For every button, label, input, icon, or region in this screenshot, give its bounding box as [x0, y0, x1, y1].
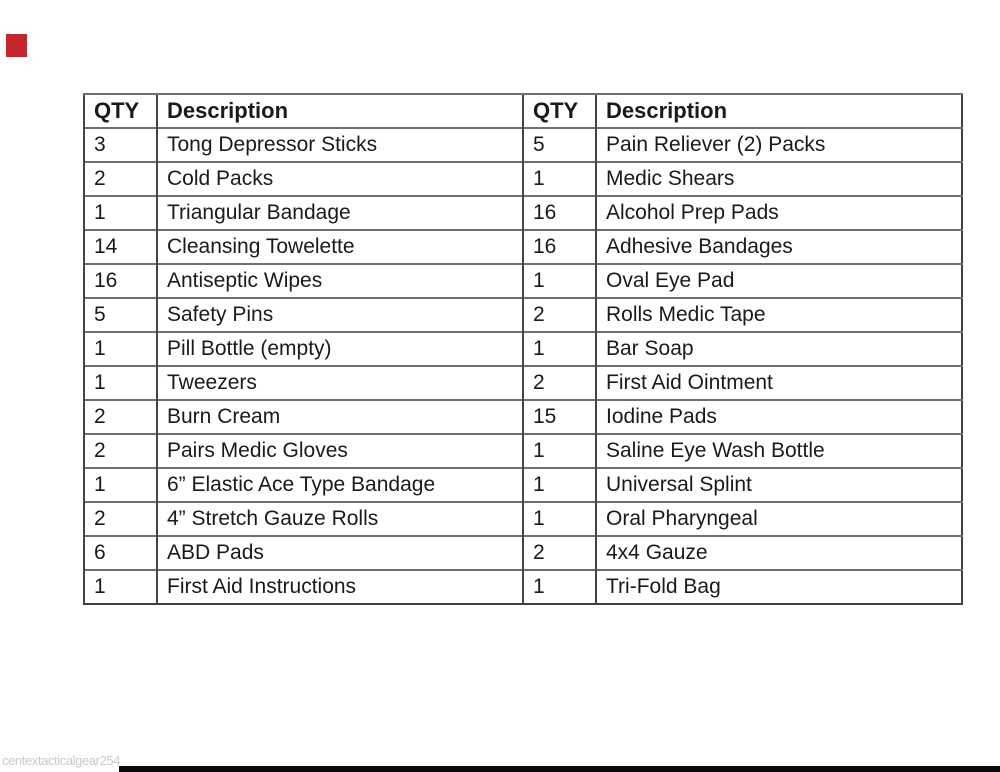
- description-cell-left: Safety Pins: [156, 297, 523, 332]
- description-header-right: Description: [595, 93, 962, 128]
- qty-cell-right: 16: [522, 195, 596, 230]
- description-cell-left: Tweezers: [156, 365, 523, 400]
- description-cell-right: Pain Reliever (2) Packs: [595, 127, 962, 162]
- table-row: 5 Safety Pins 2 Rolls Medic Tape: [83, 297, 962, 332]
- qty-cell-left: 2: [83, 501, 157, 536]
- qty-cell-left: 2: [83, 399, 157, 434]
- qty-cell-left: 14: [83, 229, 157, 264]
- table-row: 2 Burn Cream 15 Iodine Pads: [83, 399, 962, 434]
- qty-cell-right: 2: [522, 535, 596, 570]
- table-row: 1 Tweezers 2 First Aid Ointment: [83, 365, 962, 400]
- description-cell-right: Medic Shears: [595, 161, 962, 196]
- table-row: 1 Pill Bottle (empty) 1 Bar Soap: [83, 331, 962, 366]
- description-cell-right: 4x4 Gauze: [595, 535, 962, 570]
- qty-cell-right: 16: [522, 229, 596, 264]
- qty-cell-right: 1: [522, 263, 596, 298]
- first-aid-contents-table: QTY Description QTY Description 3 Tong D…: [83, 93, 963, 605]
- qty-cell-right: 2: [522, 365, 596, 400]
- table-row: 1 Triangular Bandage 16 Alcohol Prep Pad…: [83, 195, 962, 230]
- qty-cell-left: 6: [83, 535, 157, 570]
- description-cell-right: Oval Eye Pad: [595, 263, 962, 298]
- description-cell-right: Tri-Fold Bag: [595, 569, 962, 604]
- description-cell-right: First Aid Ointment: [595, 365, 962, 400]
- qty-cell-left: 5: [83, 297, 157, 332]
- table-row: 2 Pairs Medic Gloves 1 Saline Eye Wash B…: [83, 433, 962, 468]
- table-row: 14 Cleansing Towelette 16 Adhesive Banda…: [83, 229, 962, 264]
- qty-cell-right: 1: [522, 331, 596, 366]
- qty-cell-right: 1: [522, 433, 596, 468]
- description-cell-left: Pill Bottle (empty): [156, 331, 523, 366]
- table-row: 3 Tong Depressor Sticks 5 Pain Reliever …: [83, 127, 962, 162]
- description-cell-right: Alcohol Prep Pads: [595, 195, 962, 230]
- qty-header-right: QTY: [522, 93, 596, 128]
- table-row: 6 ABD Pads 2 4x4 Gauze: [83, 535, 962, 570]
- table-row: 2 4” Stretch Gauze Rolls 1 Oral Pharynge…: [83, 501, 962, 536]
- qty-cell-left: 2: [83, 433, 157, 468]
- description-cell-right: Saline Eye Wash Bottle: [595, 433, 962, 468]
- description-cell-right: Adhesive Bandages: [595, 229, 962, 264]
- bottom-black-bar: [119, 766, 1000, 772]
- description-cell-left: Tong Depressor Sticks: [156, 127, 523, 162]
- table-body: 3 Tong Depressor Sticks 5 Pain Reliever …: [83, 127, 962, 604]
- qty-cell-right: 1: [522, 467, 596, 502]
- qty-cell-left: 1: [83, 331, 157, 366]
- description-cell-left: Antiseptic Wipes: [156, 263, 523, 298]
- description-cell-left: Burn Cream: [156, 399, 523, 434]
- qty-cell-right: 15: [522, 399, 596, 434]
- table-row: 1 First Aid Instructions 1 Tri-Fold Bag: [83, 569, 962, 604]
- qty-cell-left: 1: [83, 569, 157, 604]
- description-cell-left: Pairs Medic Gloves: [156, 433, 523, 468]
- table-row: 2 Cold Packs 1 Medic Shears: [83, 161, 962, 196]
- qty-cell-left: 2: [83, 161, 157, 196]
- qty-cell-left: 1: [83, 195, 157, 230]
- qty-cell-right: 1: [522, 161, 596, 196]
- qty-cell-right: 5: [522, 127, 596, 162]
- qty-cell-left: 16: [83, 263, 157, 298]
- description-cell-right: Oral Pharyngeal: [595, 501, 962, 536]
- qty-cell-left: 1: [83, 467, 157, 502]
- header-row: QTY Description QTY Description: [83, 93, 962, 128]
- qty-cell-right: 1: [522, 569, 596, 604]
- description-cell-left: 4” Stretch Gauze Rolls: [156, 501, 523, 536]
- qty-cell-left: 1: [83, 365, 157, 400]
- description-cell-left: ABD Pads: [156, 535, 523, 570]
- red-square-mark: [6, 34, 27, 57]
- description-cell-right: Rolls Medic Tape: [595, 297, 962, 332]
- description-cell-right: Iodine Pads: [595, 399, 962, 434]
- description-cell-right: Universal Splint: [595, 467, 962, 502]
- qty-cell-left: 3: [83, 127, 157, 162]
- table-row: 16 Antiseptic Wipes 1 Oval Eye Pad: [83, 263, 962, 298]
- table-row: 1 6” Elastic Ace Type Bandage 1 Universa…: [83, 467, 962, 502]
- watermark-text: centextacticalgear254: [2, 753, 121, 768]
- description-cell-left: Triangular Bandage: [156, 195, 523, 230]
- description-cell-left: Cleansing Towelette: [156, 229, 523, 264]
- description-cell-left: First Aid Instructions: [156, 569, 523, 604]
- description-cell-left: 6” Elastic Ace Type Bandage: [156, 467, 523, 502]
- qty-cell-right: 1: [522, 501, 596, 536]
- description-cell-right: Bar Soap: [595, 331, 962, 366]
- description-cell-left: Cold Packs: [156, 161, 523, 196]
- description-header-left: Description: [156, 93, 523, 128]
- qty-cell-right: 2: [522, 297, 596, 332]
- qty-header-left: QTY: [83, 93, 157, 128]
